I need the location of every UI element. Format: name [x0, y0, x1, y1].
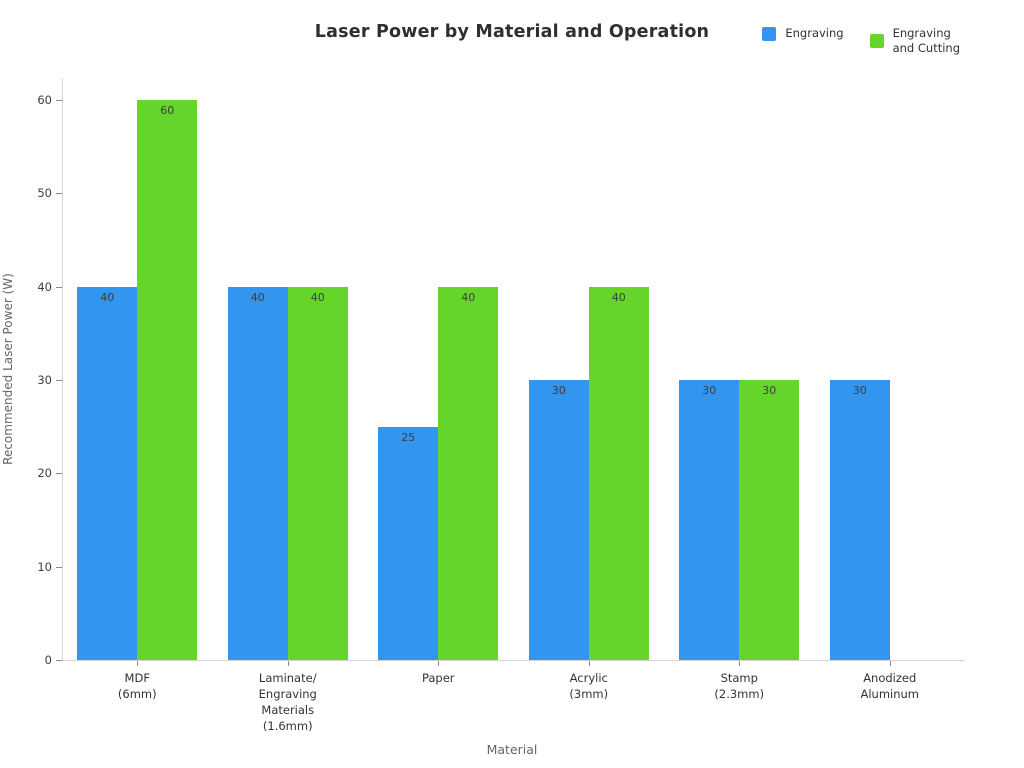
bar-engraving-paper: [378, 426, 439, 660]
bar-value-label: 40: [461, 290, 476, 304]
x-axis-line: [62, 660, 965, 661]
bar-engraving-and-cutting-acrylic: [588, 286, 649, 660]
x-tick-label-paper: Paper: [421, 671, 455, 685]
y-tick-label: 20: [37, 466, 52, 481]
bar-value-label: 40: [310, 290, 325, 304]
y-tick-label: 40: [37, 279, 52, 294]
y-tick-label: 0: [44, 653, 52, 667]
y-tick-label: 10: [37, 559, 52, 574]
legend-swatch-engraving-and-cutting: [869, 34, 884, 48]
bar-value-label: 40: [250, 290, 265, 304]
x-tick-label-acrylic: Acrylic (3mm): [569, 671, 609, 701]
x-tick-mark: [889, 661, 891, 666]
x-tick-label-mdf: MDF (6mm): [117, 671, 157, 701]
bar-engraving-and-cutting-laminate: [287, 286, 348, 660]
x-tick-mark: [588, 661, 590, 666]
y-tick-mark: [56, 566, 62, 568]
bar-value-label: 30: [852, 384, 867, 397]
x-tick-mark: [739, 661, 741, 666]
x-tick-mark: [287, 661, 289, 666]
x-tick-mark: [438, 661, 440, 666]
bar-value-label: 40: [100, 290, 115, 304]
y-tick-mark: [56, 473, 62, 475]
x-tick-label-anodized: Anodized Aluminum: [860, 671, 920, 701]
x-tick-label-laminate: Laminate/ Engraving Materials (1.6mm): [258, 671, 317, 733]
bar-value-label: 30: [551, 384, 566, 397]
legend-item-engraving-and-cutting[interactable]: Engraving and Cutting: [869, 26, 960, 56]
bar-engraving-laminate: [227, 286, 288, 660]
bar-engraving-anodized: [829, 380, 890, 660]
legend-label-engraving: Engraving: [785, 26, 844, 40]
y-tick-mark: [56, 100, 62, 101]
bar-engraving-and-cutting-mdf: [137, 100, 198, 660]
bar-value-label: 30: [762, 384, 777, 397]
bar-engraving-and-cutting-stamp: [739, 380, 800, 660]
chart-title: Laser Power by Material and Operation: [314, 22, 710, 42]
y-tick-mark: [56, 380, 62, 381]
bar-engraving-stamp: [679, 380, 740, 660]
bar-engraving-mdf: [77, 286, 138, 660]
y-axis-line: [62, 78, 63, 660]
x-tick-mark: [137, 661, 139, 666]
bar-engraving-acrylic: [528, 380, 589, 660]
bar-engraving-and-cutting-paper: [438, 286, 499, 660]
legend-label-engraving-and-cutting: Engraving and Cutting: [892, 26, 960, 55]
y-tick-label: 60: [37, 93, 52, 107]
y-tick-mark: [56, 193, 62, 195]
legend: Engraving Engraving and Cutting: [762, 26, 960, 56]
x-tick-label-stamp: Stamp (2.3mm): [714, 671, 765, 701]
y-tick-mark: [56, 660, 62, 661]
legend-item-engraving[interactable]: Engraving: [762, 26, 844, 41]
bar-value-label: 30: [702, 384, 717, 397]
y-tick-label: 50: [37, 186, 52, 201]
x-axis-title: Material: [486, 742, 538, 757]
y-axis-title: Recommended Laser Power (W): [1, 273, 15, 465]
legend-swatch-engraving: [762, 26, 777, 41]
bar-value-label: 40: [611, 290, 626, 304]
bar-value-label: 25: [401, 430, 416, 444]
y-tick-mark: [56, 286, 62, 288]
y-tick-label: 30: [37, 373, 52, 387]
bar-value-label: 60: [160, 104, 175, 117]
